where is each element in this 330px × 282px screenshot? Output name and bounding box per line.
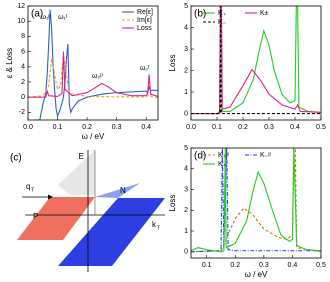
annotation: ω₁ᵗ [58,14,68,21]
series-line [28,51,158,98]
y-tick-label: 0 [184,249,188,256]
y-tick-label: 2 [184,67,188,74]
annotation: ω₂ᵗ [140,65,150,72]
legend-label: K₋ᵖ [260,152,271,159]
plot-frame [190,5,322,121]
legend-label: K₊ᵖ [218,152,229,159]
plane-n-top [95,183,140,198]
y-tick-label: 4 [184,24,188,31]
x-tick-label: 0.1 [202,262,212,269]
y-axis-label: Loss [168,195,177,212]
x-axis-label: ω / eV [245,270,268,279]
panel-label: (c) [10,153,22,164]
x-tick-label: 0.1 [212,124,222,131]
plane-shade [58,150,95,195]
y-tick-label: 10 [17,18,25,25]
q-label: q [26,182,30,191]
legend-label: Loss [137,25,152,32]
x-tick-label: 0.0 [23,124,33,131]
k-label: k [152,220,157,229]
x-tick-label: 0.4 [141,124,151,131]
series-line [191,6,321,115]
legend-label: Im[ε] [137,17,152,24]
annotation: ω₁ᵖ [40,14,51,21]
series-line [33,9,158,120]
y-tick-label: 1 [184,89,188,96]
plot-frame [190,147,322,259]
p-label: P [33,212,38,221]
x-axis-label: ω / eV [82,132,105,141]
x-tick-label: 0.3 [264,124,274,131]
y-axis-label: Loss [168,55,177,72]
y-tick-label: 1 [184,228,188,235]
y-tick-label: 3 [184,46,188,53]
y-tick-label: 4 [184,166,188,173]
series-line [191,6,321,115]
x-tick-label: 0.5 [316,124,326,131]
band-diagram: E q T P N k T (c) [10,150,165,272]
x-tick-label: 0.2 [238,124,248,131]
panel-label: (b) [194,9,206,20]
x-tick-label: 0.5 [316,262,326,269]
y-tick-label: 3 [184,186,188,193]
k-sub: T [157,225,160,231]
series-line [28,55,158,98]
annotation: ω₂ᵖ [92,73,103,80]
x-tick-label: 0.2 [230,262,240,269]
legend-label: Re[ε] [137,9,153,16]
y-tick-label: 8 [21,33,25,40]
legend-label: K₊ [218,161,227,168]
y-tick-label: 5 [184,145,188,152]
plot-frame [27,5,159,121]
y-tick-label: 0 [184,110,188,117]
y-tick-label: 4 [21,64,25,71]
n-label: N [120,186,126,195]
plane-p [17,197,95,240]
q-arrow-head [48,194,53,200]
y-tick-label: 6 [21,48,25,55]
y-tick-label: 5 [184,3,188,10]
panel-label: (a) [31,9,43,20]
x-tick-label: 0.4 [290,124,300,131]
x-tick-label: 0.0 [186,124,196,131]
x-tick-label: 0.1 [53,124,63,131]
y-tick-label: -2 [19,109,25,116]
x-tick-label: 0.3 [259,262,269,269]
legend-label: K± [260,10,269,17]
y-tick-label: 2 [21,79,25,86]
legend-label: K₋ [218,19,227,26]
legend-label: K₊ [218,10,227,17]
x-tick-label: 0.3 [112,124,122,131]
x-tick-label: 0.2 [82,124,92,131]
e-label: E [79,152,84,161]
x-tick-label: 0.4 [288,262,298,269]
y-axis-label: ε & Loss [5,48,14,78]
q-sub: T [31,187,34,193]
y-tick-label: 12 [17,3,25,10]
y-tick-label: 2 [184,207,188,214]
panel-label: (d) [194,151,206,162]
series-line [191,6,321,115]
y-tick-label: 0 [21,94,25,101]
series-line [191,148,321,253]
